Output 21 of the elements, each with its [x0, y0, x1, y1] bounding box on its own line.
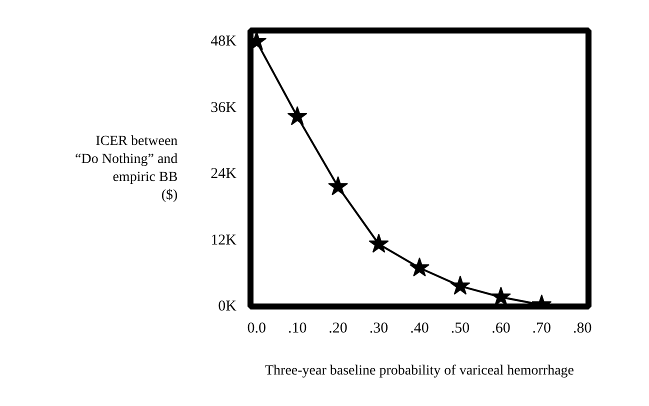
y-axis-title: ICER between “Do Nothing” and empiric BB ($): [75, 134, 178, 203]
point: [328, 176, 348, 196]
x-axis-title: Three-year baseline probability of variceal hemorrhage: [264, 364, 574, 378]
x-tick-label: .20: [328, 320, 348, 336]
x-tick-label: .30: [369, 320, 388, 336]
y-tick-label: 36K: [210, 100, 237, 116]
x-tick-label: .80: [573, 320, 592, 336]
point: [409, 257, 430, 276]
y-tick-label: 48K: [210, 34, 237, 50]
x-tick-label: .70: [532, 320, 552, 336]
y-tick-label: 0K: [218, 298, 237, 314]
point: [368, 234, 389, 253]
y-tick-label: 12K: [210, 232, 237, 248]
x-tick-label: .40: [410, 320, 429, 336]
x-tick-label: .10: [288, 320, 307, 336]
point: [287, 106, 308, 126]
point: [450, 276, 470, 295]
x-tick-label: .50: [450, 320, 470, 336]
x-tick-label: .60: [492, 320, 510, 336]
x-tick-label: 0.0: [247, 320, 266, 336]
y-tick-label: 24K: [210, 166, 237, 182]
